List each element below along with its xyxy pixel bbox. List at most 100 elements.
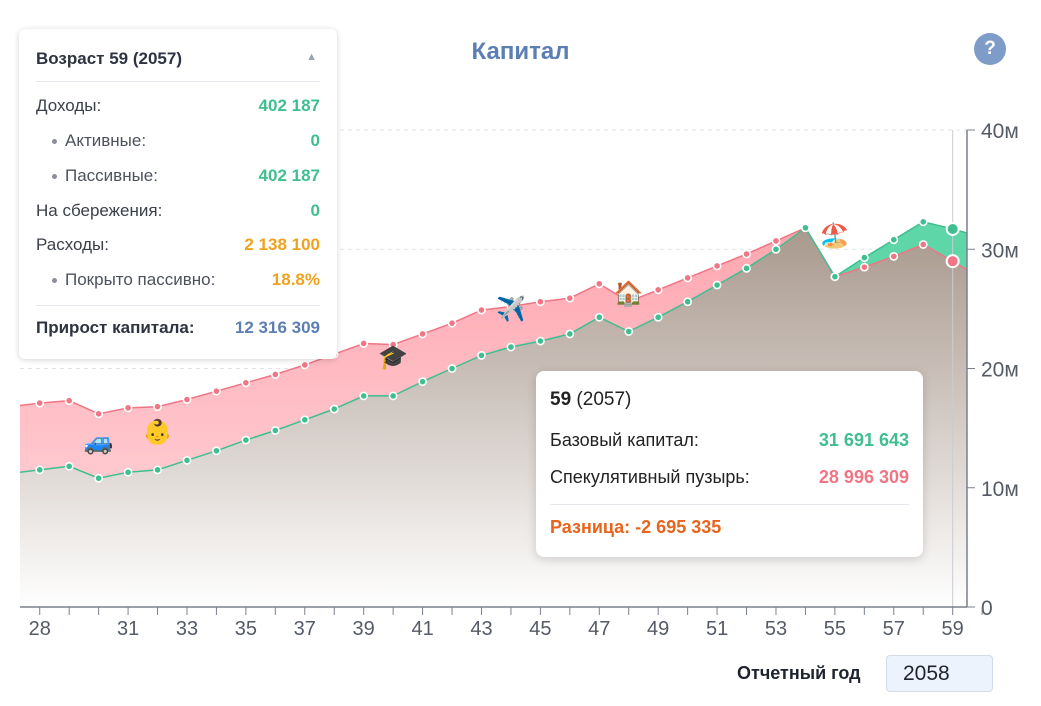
bubble-point (859, 262, 869, 272)
event-icon: 🏖️ (820, 221, 850, 249)
chart-title: Капитал (471, 38, 570, 65)
row-value: 0 (310, 201, 320, 220)
row-savings: На сбережения: 0 (36, 201, 320, 223)
base-point (270, 426, 280, 435)
base-excess-area (923, 221, 953, 262)
tooltip-label: Спекулятивный пузырь: (550, 467, 750, 487)
row-value: 0 (310, 131, 320, 150)
row-label-text: Активные: (65, 131, 147, 150)
row-value: 18.8% (271, 270, 320, 289)
base-point (624, 327, 634, 336)
bubble-point (241, 378, 251, 388)
x-tick-label: 33 (176, 618, 198, 640)
bubble-point (270, 370, 280, 379)
x-tick-label: 37 (294, 618, 316, 640)
x-tick-label: 31 (117, 618, 139, 640)
base-point (35, 465, 45, 475)
base-point (329, 404, 339, 414)
event-icon: 🏠 (614, 281, 644, 308)
axes: 0 10м 20м 30м 40м 28 31 33 35 37 39 41 43 45 47 49 51 53 5… (20, 120, 1019, 640)
x-tick-label: 41 (411, 618, 433, 640)
row-label: На сбережения: (36, 201, 163, 220)
base-point (683, 297, 693, 307)
tooltip-label: Базовый капитал: (550, 430, 699, 450)
base-point (535, 336, 545, 346)
base-point (771, 244, 781, 254)
tooltip-difference: Разница: -2 695 335 (550, 517, 722, 537)
base-point (212, 446, 221, 456)
row-label: Пассивные: (52, 166, 158, 186)
y-tick-label: 0 (981, 597, 993, 620)
divider (36, 305, 320, 306)
bubble-point (653, 285, 663, 295)
x-tick-label: 35 (235, 618, 257, 640)
row-label: Прирост капитала: (36, 318, 195, 337)
tooltip-value: 31 691 643 (818, 430, 909, 450)
event-icon: 🎓 (378, 344, 408, 371)
row-passive-coverage: Покрыто пассивно: 18.8% (36, 270, 320, 292)
bullet-icon (52, 139, 57, 145)
bubble-point (683, 273, 693, 283)
x-tick-label: 39 (353, 618, 375, 640)
bubble-point (771, 236, 781, 246)
base-point (742, 263, 751, 273)
summary-panel: Возраст 59 (2057) ▲ Доходы: 402 187 Акти… (19, 29, 337, 359)
x-tick-label: 59 (942, 618, 964, 640)
bubble-point (565, 293, 575, 303)
base-point (801, 223, 810, 233)
base-point (64, 461, 74, 471)
bubble-point (535, 297, 545, 307)
bubble-point (359, 339, 369, 348)
chart-tooltip: 59 (2057) Базовый капитал: 31 691 643 Сп… (536, 371, 923, 557)
base-excess-area (893, 221, 924, 257)
tooltip-value: 28 996 309 (818, 467, 909, 487)
row-label: Покрыто пассивно: (52, 270, 215, 290)
base-point (594, 312, 604, 322)
tooltip-heading: 59 (2057) (550, 389, 631, 411)
y-tick-label: 30м (981, 239, 1019, 262)
base-point (418, 377, 427, 387)
bubble-point (918, 240, 928, 249)
collapse-caret-icon[interactable]: ▲ (306, 51, 317, 63)
base-point (918, 217, 928, 227)
row-label: Активные: (52, 131, 146, 151)
row-value: 2 138 100 (244, 235, 320, 254)
tooltip-row-bubble: Спекулятивный пузырь: 28 996 309 (550, 467, 909, 488)
bubble-point (212, 386, 221, 396)
tooltip-row-base: Базовый капитал: 31 691 643 (550, 430, 909, 451)
bubble-point (712, 261, 722, 271)
x-tick-label: 28 (29, 618, 51, 640)
base-point (653, 312, 663, 322)
bubble-point (64, 396, 74, 406)
bubble-point (388, 340, 398, 350)
base-line (20, 220, 967, 479)
event-icons: 🚙 👶 🎓 ✈️ 🏠 🏖️ (84, 221, 850, 455)
base-point (565, 329, 575, 339)
x-tick-label: 55 (824, 618, 846, 640)
bubble-point (153, 402, 162, 412)
report-year-label: Отчетный год (737, 663, 861, 683)
base-point (506, 342, 516, 352)
row-label: Расходы: (36, 235, 109, 254)
tooltip-year: (2057) (576, 389, 632, 410)
row-capital-growth: Прирост капитала: 12 316 309 (36, 318, 320, 340)
row-label-text: Покрыто пассивно: (65, 270, 216, 289)
report-year-input[interactable]: 2058 (886, 655, 993, 692)
bubble-point (123, 403, 133, 413)
bubble-point (94, 409, 104, 419)
x-tick-label: 51 (706, 618, 728, 640)
divider (36, 81, 320, 82)
base-point (388, 391, 398, 401)
base-point (123, 467, 133, 477)
x-tick-label: 53 (765, 618, 787, 640)
help-icon[interactable]: ? (974, 33, 1006, 65)
x-tick-label: 49 (647, 618, 669, 640)
bullet-icon (52, 278, 57, 284)
base-point (830, 272, 840, 282)
x-tick-label: 57 (883, 618, 905, 640)
bubble-band-area (20, 221, 967, 479)
tooltip-age: 59 (550, 389, 572, 410)
base-point (889, 235, 899, 245)
event-icon: 🚙 (84, 429, 114, 456)
base-point (359, 391, 369, 401)
